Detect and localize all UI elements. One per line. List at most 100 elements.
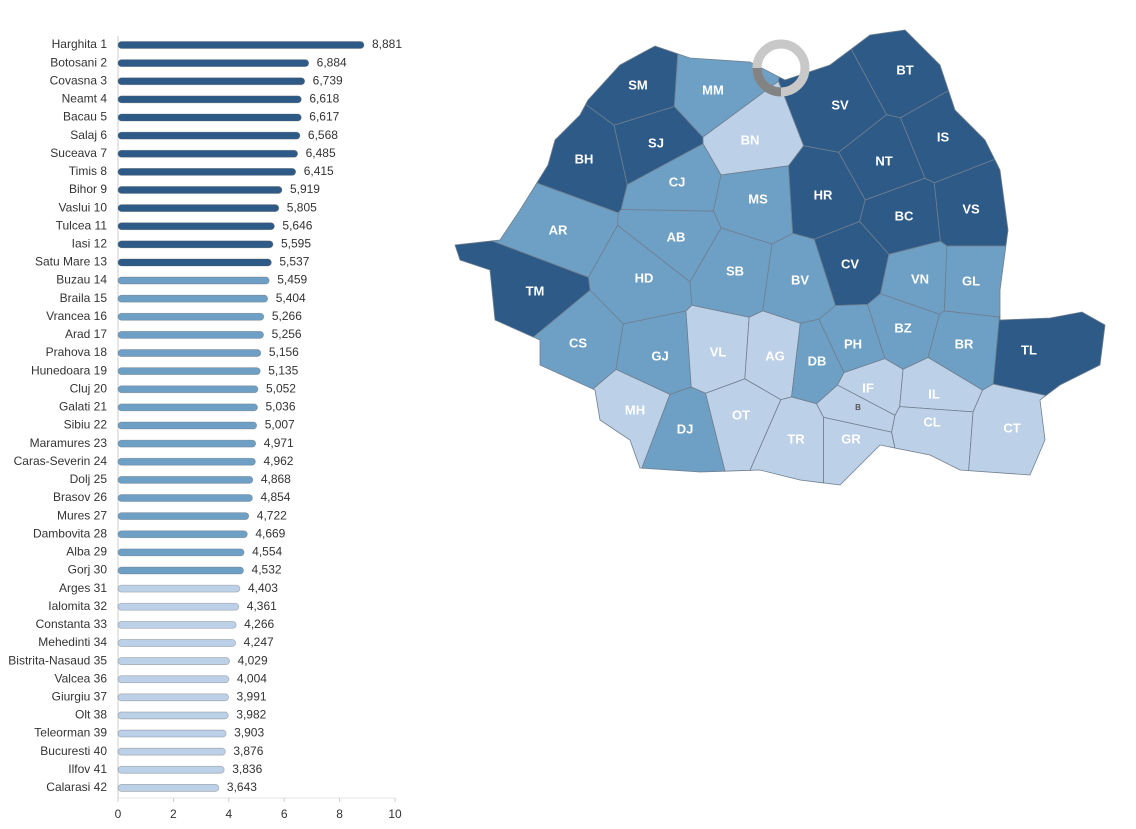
x-tick-label: 10: [388, 807, 402, 821]
county-label: VL: [710, 344, 727, 359]
county-label: TR: [787, 431, 805, 446]
value-label: 5,156: [269, 345, 299, 359]
value-label: 4,854: [260, 490, 290, 504]
bar: [117, 403, 258, 412]
y-tick-label: Caras-Severin 24: [14, 454, 108, 468]
value-label: 5,007: [265, 418, 295, 432]
county-label: GL: [962, 273, 980, 288]
county-label: SM: [628, 77, 648, 92]
y-tick-label: Braila 15: [60, 291, 108, 305]
bar: [117, 77, 306, 86]
x-tick-label: 6: [281, 807, 288, 821]
value-label: 4,554: [252, 545, 282, 559]
value-label: 4,971: [264, 436, 294, 450]
county-label: AR: [549, 222, 568, 237]
bar: [117, 711, 229, 720]
bar: [117, 276, 270, 285]
y-tick-label: Bihor 9: [69, 182, 107, 196]
value-label: 4,403: [248, 581, 278, 595]
bar: [117, 657, 231, 665]
county-label: BH: [575, 151, 594, 166]
bar: [117, 457, 256, 466]
x-tick-label: 8: [336, 807, 343, 821]
county: [992, 311, 1106, 396]
y-tick-label: Teleorman 39: [34, 726, 107, 740]
county-label: MM: [702, 82, 724, 97]
y-tick-label: Olt 38: [75, 708, 107, 722]
county-label: IS: [937, 129, 950, 144]
y-tick-label: Gorj 30: [68, 563, 108, 577]
value-label: 3,903: [234, 726, 264, 740]
y-tick-label: Arges 31: [59, 581, 107, 595]
bar: [117, 95, 302, 104]
bar: [117, 566, 244, 575]
value-label: 3,876: [233, 744, 263, 758]
bar: [117, 494, 253, 502]
y-tick-label: Prahova 18: [46, 345, 108, 359]
value-label: 6,568: [308, 128, 338, 142]
y-tick-label: Buzau 14: [56, 273, 107, 287]
value-label: 5,595: [281, 236, 311, 250]
bar: [117, 312, 265, 321]
county-label: GR: [841, 431, 861, 446]
map: SM MM BN SV BT IS BH SJ CJ MS NT HR BC VS AR AB CV TM HD SB…: [454, 29, 1106, 486]
bar: [117, 59, 310, 68]
value-label: 4,962: [263, 454, 293, 468]
county-label: CT: [1003, 420, 1020, 435]
y-tick-label: Bistrita-Nasaud 35: [8, 653, 107, 667]
bar: [117, 149, 299, 158]
bar: [117, 113, 302, 122]
y-tick-label: Dolj 25: [70, 472, 108, 486]
spinner-arc: [752, 67, 782, 97]
county-label: OT: [732, 407, 750, 422]
bar: [117, 675, 230, 684]
value-label: 4,669: [255, 526, 285, 540]
bar: [117, 367, 261, 376]
county-label: VS: [962, 201, 980, 216]
value-label: 3,836: [232, 762, 262, 776]
bar: [117, 765, 225, 774]
bar: [117, 548, 245, 557]
bar: [117, 421, 258, 430]
value-label: 5,919: [290, 182, 320, 196]
county-label: IF: [862, 380, 874, 395]
county-label: VN: [911, 271, 929, 286]
county: [816, 384, 896, 433]
bar: [117, 584, 241, 593]
value-label: 6,485: [306, 146, 336, 160]
bar: [117, 385, 259, 394]
county-label: PH: [844, 336, 862, 351]
value-label: 8,881: [372, 37, 402, 51]
value-label: 6,415: [304, 164, 334, 178]
y-tick-label: Cluj 20: [70, 381, 108, 395]
y-tick-label: Vaslui 10: [59, 200, 108, 214]
y-tick-label: Botosani 2: [50, 55, 107, 69]
bar: [117, 294, 269, 303]
county-label: BC: [895, 208, 914, 223]
y-tick-label: Iasi 12: [72, 236, 108, 250]
y-tick-label: Harghita 1: [52, 37, 108, 51]
bar: [117, 530, 248, 539]
county-label: SB: [726, 263, 744, 278]
county-label: GJ: [651, 348, 668, 363]
county: [968, 383, 1047, 476]
y-tick-label: Vrancea 16: [46, 309, 107, 323]
x-tick-label: 4: [225, 807, 232, 821]
bar-chart: 0 2 4 6 8 10 Harghita 1 8,881 Botosani 2 6,884 Cov…: [8, 36, 402, 821]
value-label: 4,532: [252, 563, 282, 577]
bar: [117, 240, 274, 249]
bar: [117, 222, 275, 231]
bar: [117, 186, 283, 194]
y-tick-label: Constanta 33: [36, 617, 108, 631]
county-label: AG: [765, 348, 785, 363]
y-tick-label: Arad 17: [65, 327, 107, 341]
county: [592, 368, 671, 469]
county-label: SJ: [648, 135, 664, 150]
value-label: 3,643: [227, 780, 257, 794]
county-label: CS: [569, 335, 587, 350]
y-tick-label: Tulcea 11: [56, 218, 108, 232]
value-label: 4,029: [238, 653, 268, 667]
bar: [117, 131, 301, 140]
county-label: CV: [841, 256, 859, 271]
y-tick-label: Galati 21: [59, 400, 107, 414]
